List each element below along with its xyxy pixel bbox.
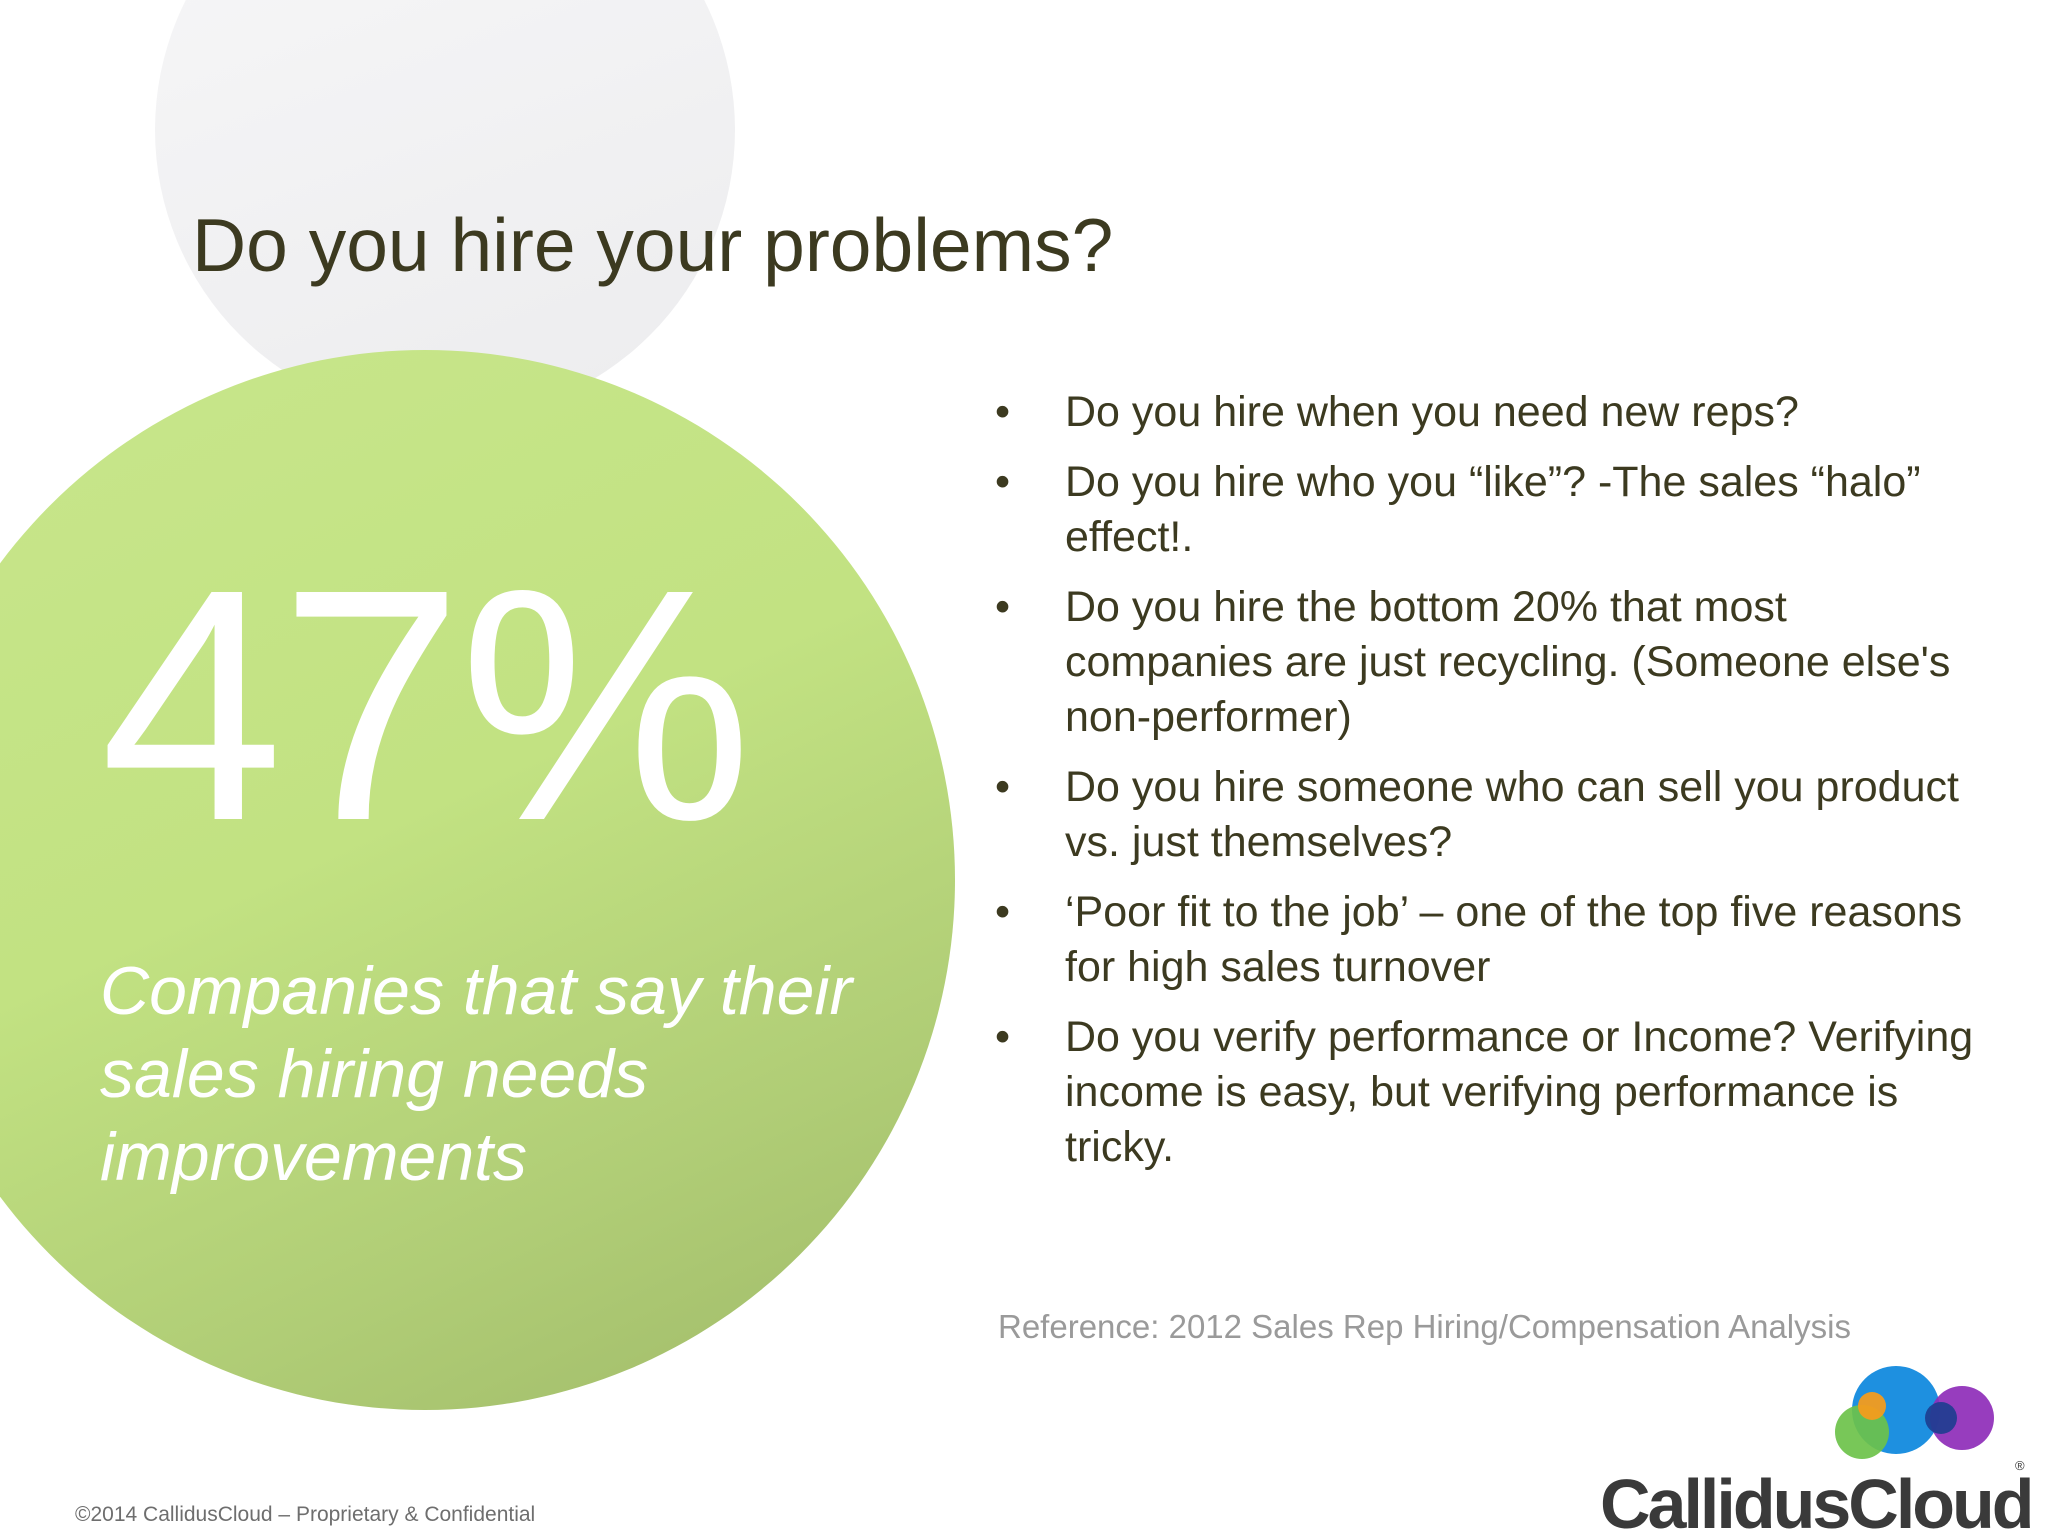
stat-caption: Companies that say their sales hiring ne…: [100, 953, 853, 1195]
registered-mark: ®: [2015, 1458, 2025, 1473]
bullet-list: • Do you hire when you need new reps? • Do…: [995, 385, 1975, 1190]
callidus-cloud-logo: CallidusCloud ®: [1595, 1360, 2035, 1536]
reference-note: Reference: 2012 Sales Rep Hiring/Compens…: [998, 1308, 1851, 1345]
bullet-text: Do you hire the bottom 20% that most com…: [1065, 583, 1951, 741]
bullet-text: ‘Poor fit to the job’ – one of the top f…: [1065, 888, 1963, 991]
bullet-item: • Do you hire when you need new reps?: [995, 385, 1975, 440]
callidus-cloud-circles-icon: [1835, 1366, 1994, 1459]
bullet-text: Do you hire who you “like”? -The sales “…: [1065, 458, 1921, 561]
logo-wordmark: CallidusCloud: [1600, 1465, 2035, 1536]
stat-circle: [0, 350, 955, 1410]
bullet-dot: •: [995, 458, 1011, 506]
logo-circle-orange: [1858, 1392, 1886, 1420]
bullet-text: Do you hire someone who can sell you pro…: [1065, 763, 1959, 866]
stat-value: 47%: [100, 520, 752, 889]
bullet-dot: •: [995, 583, 1011, 631]
bullet-item: • Do you hire someone who can sell you pr…: [995, 760, 1975, 870]
bullet-item: • Do you hire the bottom 20% that most co…: [995, 580, 1975, 745]
bullet-text: Do you hire when you need new reps?: [1065, 388, 1799, 436]
bullet-item: • Do you verify performance or Income? Ve…: [995, 1010, 1975, 1175]
bullet-text: Do you verify performance or Income? Ver…: [1065, 1013, 1974, 1171]
slide-title: Do you hire your problems?: [192, 203, 1114, 287]
bullet-item: • ‘Poor fit to the job’ – one of the top …: [995, 885, 1975, 995]
bullet-dot: •: [995, 1013, 1011, 1061]
logo-circle-purple: [1930, 1386, 1994, 1450]
logo-circle-navy: [1925, 1402, 1957, 1434]
bullet-item: • Do you hire who you “like”? -The sales …: [995, 455, 1975, 565]
bullet-dot: •: [995, 763, 1011, 811]
bullet-dot: •: [995, 888, 1011, 936]
bullet-dot: •: [995, 388, 1011, 436]
footer-copyright: ©2014 CallidusCloud – Proprietary & Conf…: [75, 1503, 536, 1526]
